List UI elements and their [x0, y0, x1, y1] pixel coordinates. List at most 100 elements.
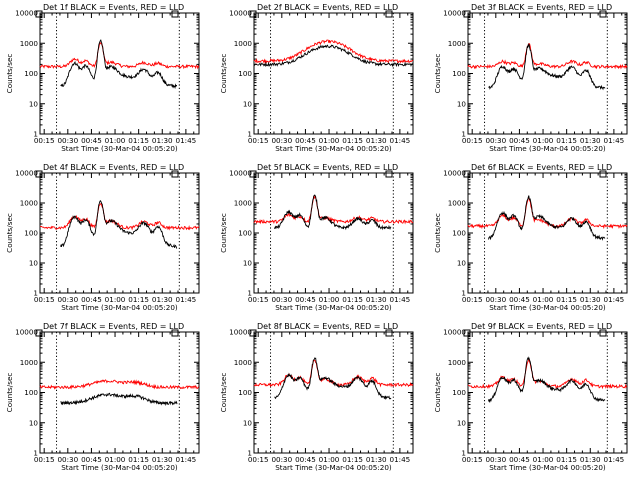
- y-tick-label: 100: [452, 69, 466, 78]
- y-tick-label: 1: [247, 289, 252, 298]
- x-tick-label: 00:45: [81, 455, 102, 464]
- lld-series-line: [467, 43, 628, 70]
- y-axis-label: Counts/sec: [433, 373, 442, 413]
- y-axis-label: Counts/sec: [5, 54, 14, 94]
- x-tick-label: 00:15: [34, 295, 55, 304]
- x-axis-label: Start Time (30-Mar-04 00:05:20): [61, 463, 178, 472]
- x-tick-label: 00:45: [509, 136, 530, 145]
- x-tick-label: 01:45: [390, 295, 411, 304]
- y-tick-label: 100: [24, 69, 38, 78]
- x-tick-label: 00:15: [34, 455, 55, 464]
- lld-series-line: [467, 358, 628, 390]
- events-series-line: [60, 39, 177, 90]
- y-tick-label: 100: [238, 229, 252, 238]
- det-panel-7: Det 7f BLACK = Events, RED = LLD 1 10 100 10…: [5, 322, 200, 472]
- x-tick-label: 01:45: [604, 136, 625, 145]
- x-tick-label: 01:15: [342, 455, 363, 464]
- x-tick-label: 00:30: [57, 455, 78, 464]
- y-tick-label: 1000: [448, 39, 467, 48]
- x-tick-label: 01:15: [128, 136, 149, 145]
- plot-frame: [467, 331, 628, 454]
- y-axis-label: Counts/sec: [5, 373, 14, 413]
- x-tick-label: 01:30: [580, 295, 601, 304]
- x-tick-label: 01:15: [556, 295, 577, 304]
- x-axis-label: Start Time (30-Mar-04 00:05:20): [489, 463, 606, 472]
- x-tick-label: 01:30: [366, 136, 387, 145]
- det-panel-1: Det 1f BLACK = Events, RED = LLD 1 10 100 10…: [5, 3, 200, 153]
- y-tick-label: 10000: [15, 169, 38, 178]
- y-tick-label: 100: [238, 69, 252, 78]
- x-axis-label: Start Time (30-Mar-04 00:05:20): [489, 303, 606, 312]
- x-tick-label: 00:15: [34, 136, 55, 145]
- x-tick-label: 00:15: [462, 295, 483, 304]
- det-panel-3: Det 3f BLACK = Events, RED = LLD 1 10 100 10…: [433, 3, 628, 153]
- x-tick-label: 01:45: [604, 455, 625, 464]
- lld-series-line: [253, 39, 414, 64]
- plot-frame: [39, 331, 200, 454]
- x-axis-label: Start Time (30-Mar-04 00:05:20): [275, 303, 392, 312]
- y-tick-label: 10: [243, 418, 253, 427]
- events-series-line: [274, 194, 392, 231]
- y-tick-label: 1: [247, 130, 252, 139]
- y-axis-label: Counts/sec: [219, 373, 228, 413]
- events-series-line: [488, 195, 606, 241]
- events-series-line: [253, 44, 414, 68]
- y-tick-label: 1000: [234, 39, 253, 48]
- y-tick-label: 1000: [448, 199, 467, 208]
- y-tick-label: 1: [33, 289, 38, 298]
- x-tick-label: 01:00: [533, 136, 554, 145]
- x-tick-label: 00:30: [485, 295, 506, 304]
- y-tick-label: 100: [452, 229, 466, 238]
- x-tick-label: 01:00: [105, 136, 126, 145]
- det-panel-6: Det 6f BLACK = Events, RED = LLD 1 10 100 10…: [433, 163, 628, 312]
- x-tick-label: 00:45: [509, 455, 530, 464]
- y-tick-label: 10000: [443, 328, 466, 337]
- x-tick-label: 01:30: [580, 455, 601, 464]
- det-panel-4: Det 4f BLACK = Events, RED = LLD 1 10 100 10…: [5, 163, 200, 312]
- y-tick-label: 10: [457, 418, 467, 427]
- y-axis-label: Counts/sec: [219, 54, 228, 94]
- x-tick-label: 01:30: [152, 136, 173, 145]
- y-tick-label: 100: [24, 229, 38, 238]
- y-tick-label: 10: [29, 259, 39, 268]
- panel-title: Det 8f BLACK = Events, RED = LLD: [257, 322, 398, 331]
- y-axis-label: Counts/sec: [5, 213, 14, 253]
- y-tick-label: 1: [461, 449, 466, 458]
- x-tick-label: 00:15: [462, 455, 483, 464]
- lld-series-line: [253, 359, 414, 388]
- x-tick-label: 01:00: [319, 295, 340, 304]
- y-tick-label: 10: [457, 259, 467, 268]
- x-tick-label: 01:00: [533, 455, 554, 464]
- y-tick-label: 1000: [20, 358, 39, 367]
- x-tick-label: 01:45: [176, 136, 197, 145]
- y-tick-label: 10: [243, 259, 253, 268]
- y-tick-label: 1: [33, 449, 38, 458]
- x-tick-label: 00:30: [485, 136, 506, 145]
- y-tick-label: 10000: [229, 328, 252, 337]
- x-tick-label: 01:45: [176, 455, 197, 464]
- y-tick-label: 1000: [448, 358, 467, 367]
- x-tick-label: 01:45: [176, 295, 197, 304]
- panel-title: Det 5f BLACK = Events, RED = LLD: [257, 163, 398, 172]
- y-tick-label: 100: [24, 388, 38, 397]
- x-axis-label: Start Time (30-Mar-04 00:05:20): [61, 144, 178, 153]
- x-tick-label: 00:45: [509, 295, 530, 304]
- y-tick-label: 1: [33, 130, 38, 139]
- events-series-line: [488, 42, 606, 91]
- x-tick-label: 00:15: [462, 136, 483, 145]
- y-tick-label: 1: [461, 289, 466, 298]
- x-tick-label: 00:45: [81, 295, 102, 304]
- x-tick-label: 01:15: [128, 455, 149, 464]
- x-tick-label: 00:30: [57, 136, 78, 145]
- x-tick-label: 01:30: [366, 455, 387, 464]
- panel-title: Det 9f BLACK = Events, RED = LLD: [471, 322, 612, 331]
- x-tick-label: 00:15: [248, 295, 269, 304]
- events-series-line: [488, 356, 606, 404]
- x-axis-label: Start Time (30-Mar-04 00:05:20): [489, 144, 606, 153]
- y-tick-label: 1000: [234, 199, 253, 208]
- y-tick-label: 1000: [20, 39, 39, 48]
- y-tick-label: 10: [29, 418, 39, 427]
- y-tick-label: 100: [452, 388, 466, 397]
- panel-title: Det 1f BLACK = Events, RED = LLD: [43, 3, 184, 12]
- det-panel-9: Det 9f BLACK = Events, RED = LLD 1 10 100 10…: [433, 322, 628, 472]
